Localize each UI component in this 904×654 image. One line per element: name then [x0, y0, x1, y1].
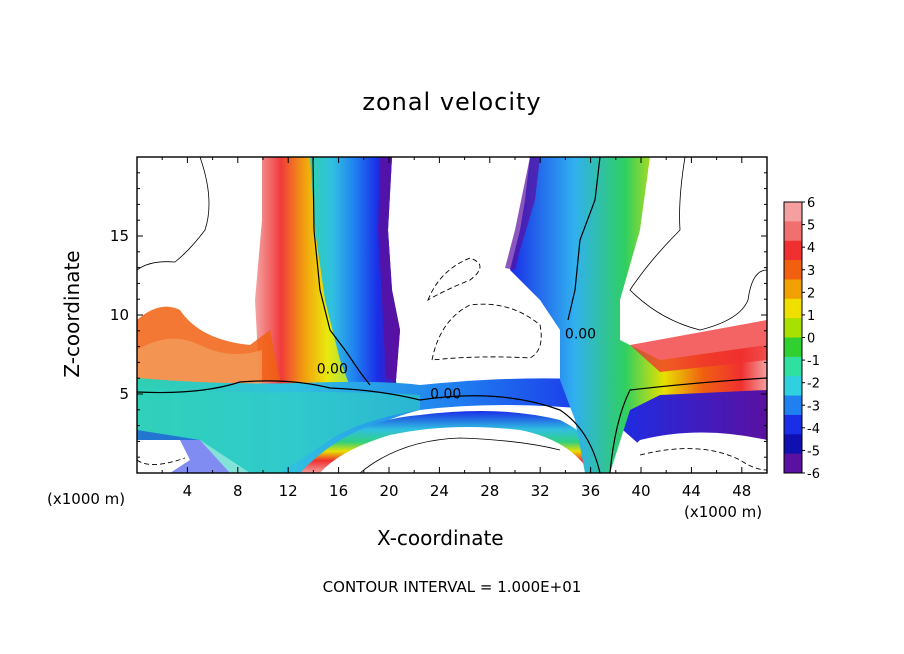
colorbar-swatch [784, 376, 802, 397]
heatmap-field [137, 157, 767, 473]
contour-upper-right [629, 157, 767, 331]
y-axis-label: Z-coordinate [60, 250, 84, 378]
x-tick-label: 24 [430, 482, 449, 500]
colorbar-tick-label: 0 [807, 332, 815, 347]
x-tick-label: 20 [379, 482, 398, 500]
colorbar-swatch [784, 356, 802, 377]
colorbar-swatch [784, 298, 802, 319]
colorbar-tick-label: -5 [807, 444, 820, 459]
negative-contours [137, 257, 767, 471]
colorbar-swatch [784, 202, 802, 222]
x-axis-label: X-coordinate [377, 526, 504, 550]
x-tick-label: 44 [682, 482, 701, 500]
colorbar-tick-label: 4 [807, 241, 815, 256]
colorbar-tick-label: 6 [807, 196, 815, 211]
colorbar-swatch [784, 434, 802, 455]
x-tick-label: 36 [581, 482, 600, 500]
zero-contour-right-lower [609, 377, 767, 473]
colorbar-swatch [784, 414, 802, 435]
colorbar-swatch [784, 221, 802, 242]
x-tick-label: 4 [183, 482, 193, 500]
colorbar-tick-label: 3 [807, 264, 815, 279]
colorbar-swatch [784, 395, 802, 416]
x-tick-label: 48 [732, 482, 751, 500]
y-tick-label: 15 [110, 227, 129, 245]
colorbar-swatch [784, 240, 802, 261]
colorbar-swatch [784, 260, 802, 280]
x-tick-label: 16 [329, 482, 348, 500]
contour-lower-arch [359, 437, 561, 473]
colorbar-swatch [784, 337, 802, 358]
colorbar-swatch [784, 318, 802, 338]
contour-upper-left [137, 157, 210, 271]
dashed-contour-3 [137, 457, 186, 465]
colorbar-swatch [784, 279, 802, 300]
colorbar-tick-label: -1 [807, 354, 820, 369]
colorbar-tick-label: 2 [807, 286, 815, 301]
contour-label: 0.00 [565, 327, 596, 343]
dashed-contour-2 [431, 303, 542, 361]
colorbar-tick-label: -4 [807, 422, 820, 437]
colorbar-tick-label: -6 [807, 467, 820, 482]
contour-lines [137, 157, 767, 473]
x-tick-label: 40 [631, 482, 650, 500]
dashed-contour-1 [427, 257, 481, 302]
colorbar-tick-label: -3 [807, 399, 820, 414]
x-tick-label: 12 [279, 482, 298, 500]
zero-contour-middle [137, 380, 601, 473]
x-tick-label: 28 [480, 482, 499, 500]
colorbar-swatch [784, 453, 802, 474]
x-tick-label: 32 [531, 482, 550, 500]
contour-label: 0.00 [430, 387, 461, 403]
colorbar-tick-label: 1 [807, 309, 815, 324]
zero-contour-right [567, 157, 601, 321]
colorbar-tick-label: -2 [807, 377, 820, 392]
x-unit-label-left: (x1000 m) [47, 490, 126, 508]
colorbar: 6 5 4 3 2 1 0 -1 -2 -3 -4 -5 -6 [783, 196, 820, 482]
x-unit-label-right: (x1000 m) [684, 503, 763, 521]
zero-contour-left [312, 157, 371, 386]
y-tick-label: 10 [110, 306, 129, 324]
y-tick-label: 5 [119, 385, 129, 403]
dashed-contour-4 [639, 448, 767, 471]
x-tick-label: 8 [233, 482, 243, 500]
contour-label: 0.00 [317, 361, 348, 377]
contour-interval-note: CONTOUR INTERVAL = 1.000E+01 [322, 578, 582, 596]
contour-labels-group: 0.00 0.00 0.00 [317, 327, 596, 403]
chart-title: zonal velocity [362, 88, 542, 116]
colorbar-tick-label: 5 [807, 219, 815, 234]
